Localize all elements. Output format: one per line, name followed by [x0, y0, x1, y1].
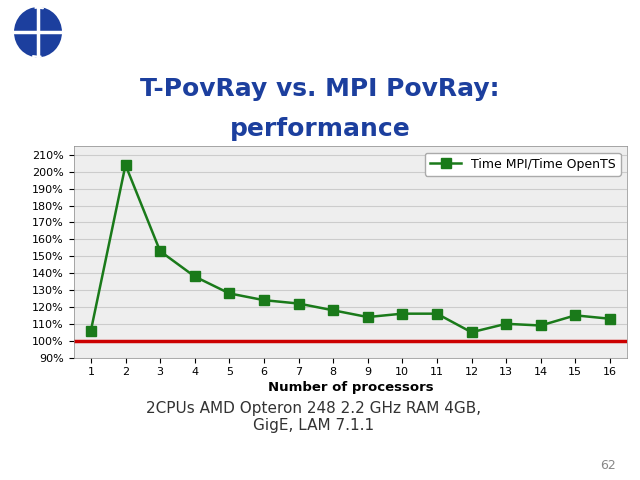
Time MPI/Time OpenTS — [225, 290, 233, 296]
Time MPI/Time OpenTS — [468, 329, 476, 335]
Text: T-PovRay vs. MPI PovRay:: T-PovRay vs. MPI PovRay: — [140, 77, 500, 101]
Time MPI/Time OpenTS — [294, 300, 302, 306]
Time MPI/Time OpenTS — [87, 328, 95, 334]
Text: 62: 62 — [600, 459, 616, 472]
Time MPI/Time OpenTS — [156, 248, 164, 254]
Time MPI/Time OpenTS — [122, 162, 129, 168]
Time MPI/Time OpenTS — [364, 314, 372, 320]
Time MPI/Time OpenTS — [572, 312, 579, 318]
Time MPI/Time OpenTS — [260, 297, 268, 303]
Time MPI/Time OpenTS — [191, 274, 198, 279]
Time MPI/Time OpenTS — [329, 307, 337, 313]
Text: performance: performance — [230, 118, 410, 142]
Line: Time MPI/Time OpenTS: Time MPI/Time OpenTS — [86, 160, 615, 337]
Time MPI/Time OpenTS — [399, 311, 406, 316]
Time MPI/Time OpenTS — [502, 321, 510, 327]
Ellipse shape — [14, 7, 62, 57]
X-axis label: Number of processors: Number of processors — [268, 382, 433, 395]
Ellipse shape — [10, 3, 66, 61]
Text: Open TS: an advanced tool for parallel and distributed computing.: Open TS: an advanced tool for parallel a… — [75, 26, 574, 39]
Legend: Time MPI/Time OpenTS: Time MPI/Time OpenTS — [425, 153, 621, 176]
Text: 2CPUs AMD Opteron 248 2.2 GHz RAM 4GB,
GigE, LAM 7.1.1: 2CPUs AMD Opteron 248 2.2 GHz RAM 4GB, G… — [146, 400, 481, 433]
Time MPI/Time OpenTS — [537, 323, 545, 328]
Time MPI/Time OpenTS — [606, 316, 614, 322]
Time MPI/Time OpenTS — [433, 311, 441, 316]
